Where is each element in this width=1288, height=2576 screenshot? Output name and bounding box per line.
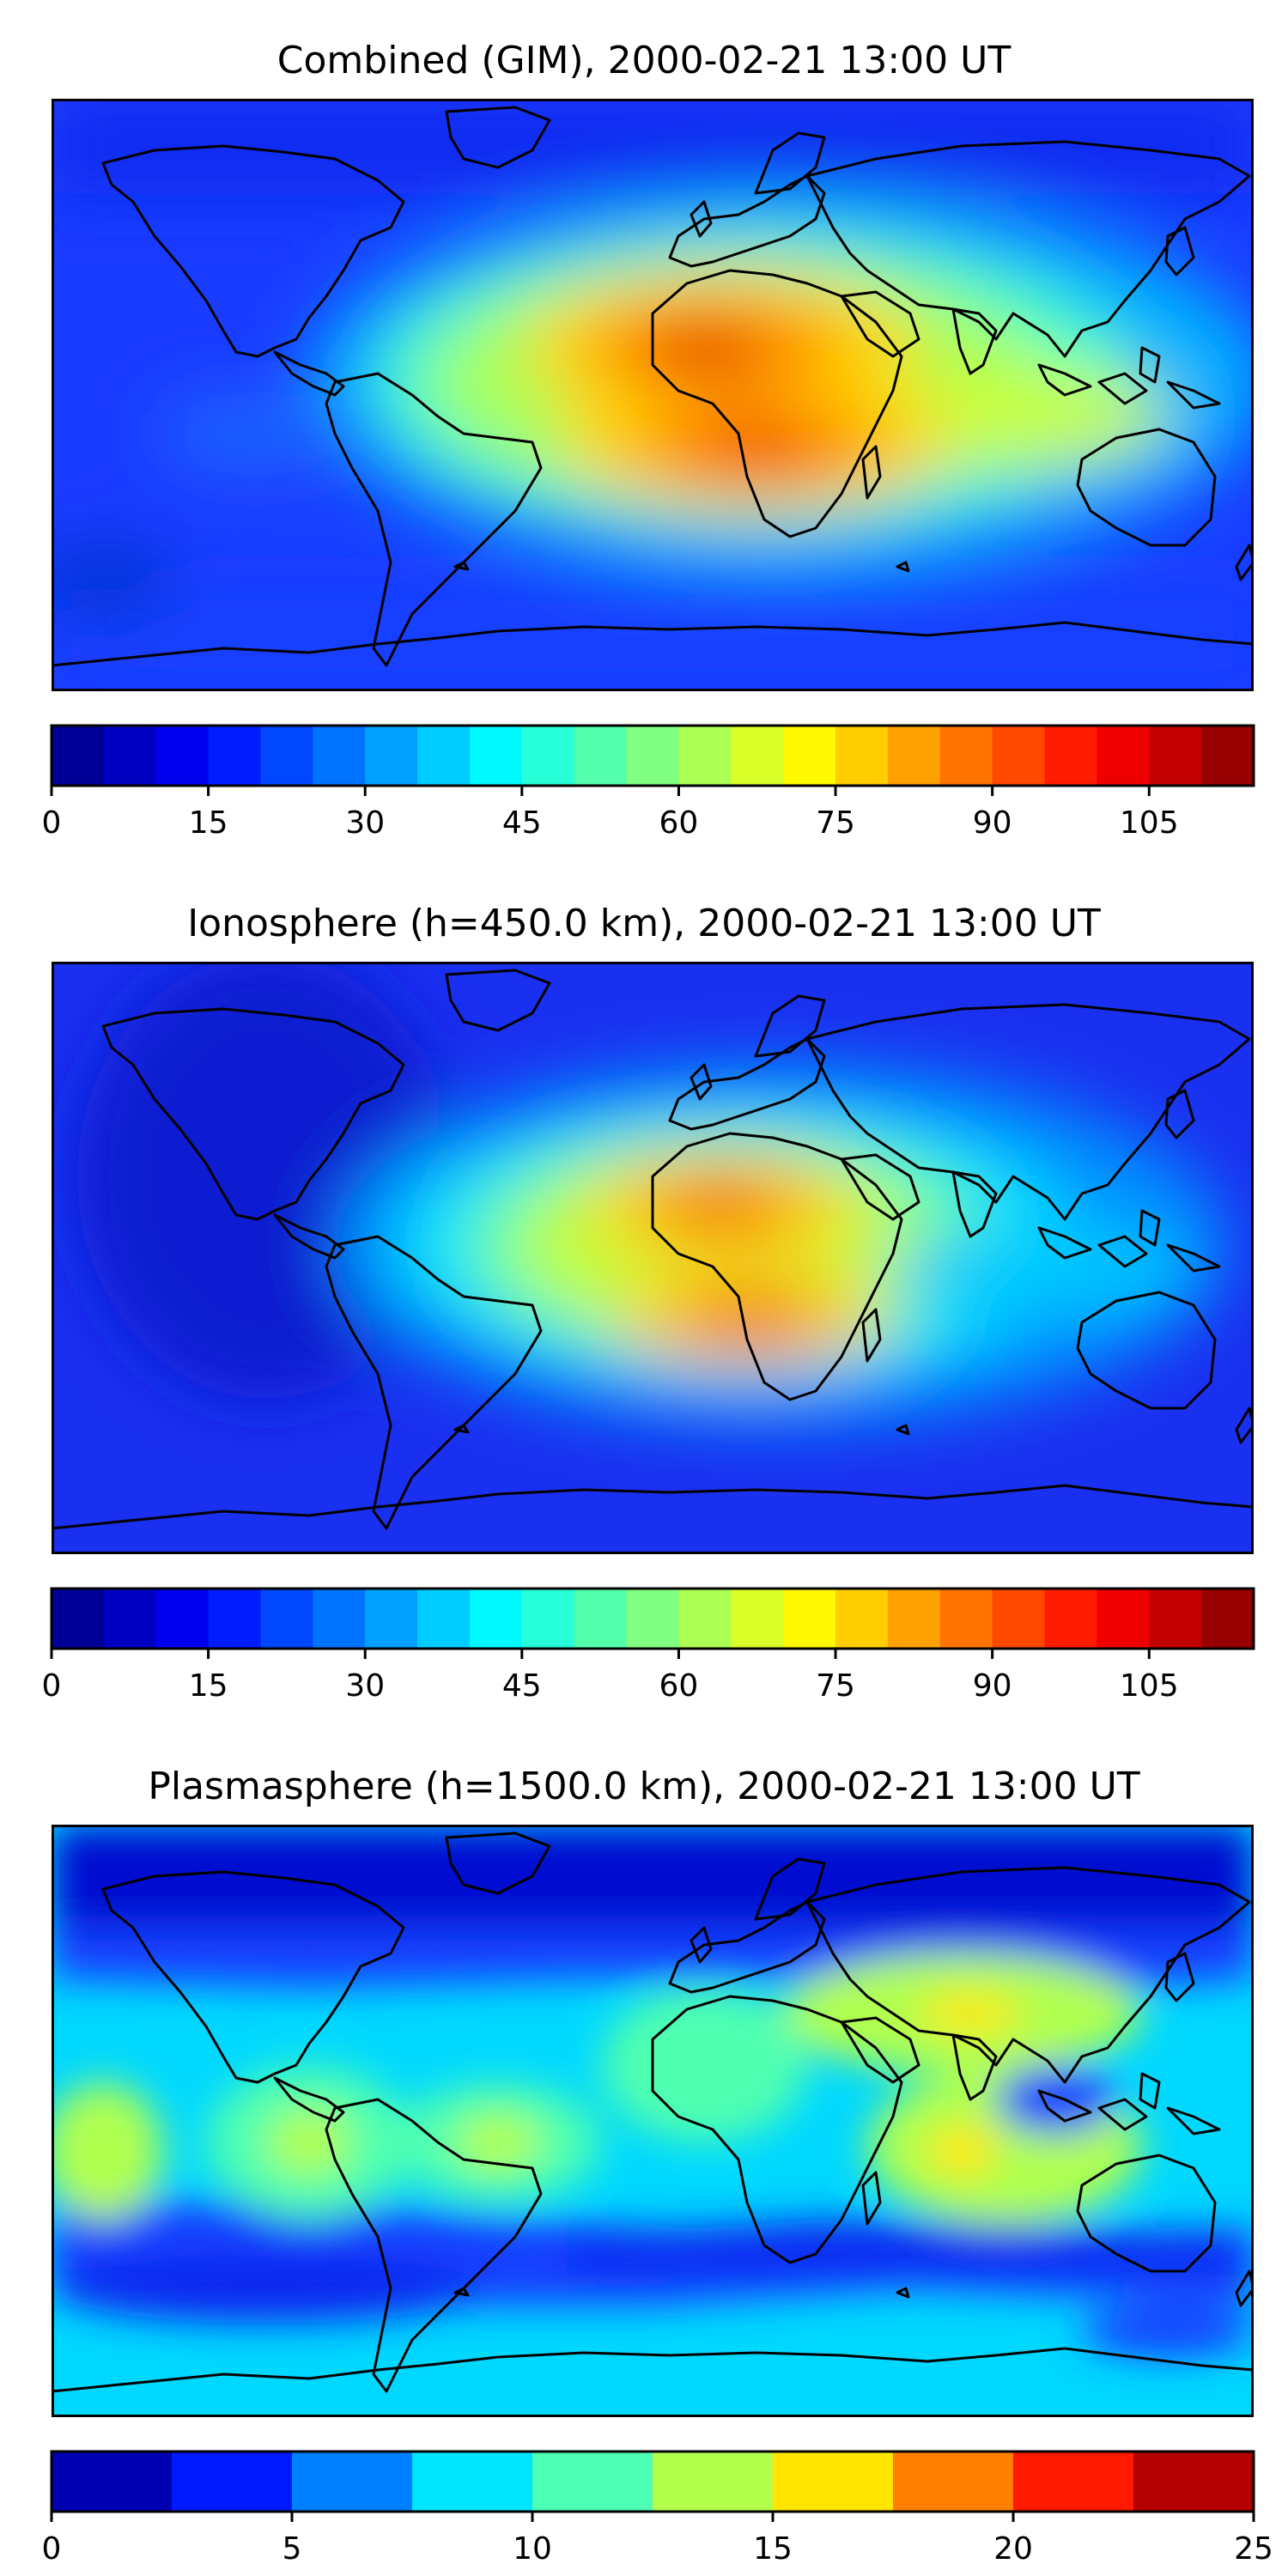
colorbar-segment <box>1201 726 1255 786</box>
colorbar-segment <box>155 1589 210 1649</box>
colorbar-segment <box>1133 2451 1255 2512</box>
colorbar-tick-label: 90 <box>973 805 1012 841</box>
colorbar-segment <box>731 1589 784 1649</box>
colorbar-segment <box>574 726 628 786</box>
colorbar-tick-label: 20 <box>993 2531 1033 2567</box>
colorbar-segment <box>626 1589 680 1649</box>
colorbar-combined: 0 15 30 45 60 75 90 105 <box>42 724 1255 841</box>
colorbar-segment <box>365 1589 418 1649</box>
colorbar-segment <box>469 726 523 786</box>
colorbar-segment <box>574 1589 628 1649</box>
colorbar-segment <box>1097 726 1150 786</box>
colorbar-segment <box>417 726 471 786</box>
colorbar-frame <box>50 724 1255 787</box>
colorbar-segment <box>1149 1589 1202 1649</box>
colorbar-segment <box>626 726 680 786</box>
colorbar-segment <box>835 1589 889 1649</box>
colorbar-segment <box>155 726 210 786</box>
colorbar-segment <box>260 1589 313 1649</box>
colorbar-segment <box>678 1589 732 1649</box>
colorbar-tick-label: 30 <box>345 1668 385 1704</box>
colorbar-segment <box>893 2451 1014 2512</box>
colorbar-segment <box>1097 1589 1150 1649</box>
colorbar-segment <box>835 726 889 786</box>
colorbar-tick-label: 5 <box>283 2531 302 2567</box>
map-ionosphere <box>52 962 1254 1554</box>
panel-title-combined: Combined (GIM), 2000-02-21 13:00 UT <box>277 39 1012 82</box>
colorbar-segment <box>52 2451 173 2512</box>
colorbar-segment <box>208 1589 262 1649</box>
colorbar-segment <box>208 726 262 786</box>
colorbar-segment <box>887 726 941 786</box>
colorbar-tick-label: 10 <box>513 2531 552 2567</box>
colorbar-segment <box>939 726 993 786</box>
colorbar-tick-label: 105 <box>1120 1668 1179 1704</box>
colorbar-segment <box>992 726 1046 786</box>
colorbar-tick-label: 15 <box>189 805 228 841</box>
colorbar-segment <box>412 2451 533 2512</box>
colorbar-tick-label: 25 <box>1234 2531 1273 2567</box>
colorbar-segment <box>731 726 784 786</box>
colorbar-segment <box>52 1589 105 1649</box>
colorbar-segment <box>1149 726 1202 786</box>
colorbar-frame <box>50 2450 1255 2513</box>
panel-title-plasmasphere: Plasmasphere (h=1500.0 km), 2000-02-21 1… <box>148 1765 1139 1808</box>
colorbar-segment <box>783 726 836 786</box>
colorbar-segment <box>172 2451 293 2512</box>
colorbar-segment <box>313 726 366 786</box>
colorbar-tick-label: 15 <box>189 1668 228 1704</box>
colorbar-tick-label: 90 <box>973 1668 1012 1704</box>
colorbar-tick-label: 60 <box>659 1668 699 1704</box>
colorbar-tick-label: 75 <box>816 1668 855 1704</box>
colorbar-tick-label: 0 <box>42 2531 62 2567</box>
colorbar-segment <box>469 1589 523 1649</box>
colorbar-tick-label: 75 <box>816 805 855 841</box>
colorbar-segment <box>1013 2451 1134 2512</box>
colorbar-segment <box>365 726 418 786</box>
colorbar-segment <box>292 2451 413 2512</box>
colorbar-tick-label: 60 <box>659 805 699 841</box>
colorbar-segment <box>1201 1589 1255 1649</box>
colorbar-segment <box>417 1589 471 1649</box>
colorbar-segment <box>52 726 105 786</box>
colorbar-segment <box>678 726 732 786</box>
colorbar-segment <box>783 1589 836 1649</box>
panel-title-ionosphere: Ionosphere (h=450.0 km), 2000-02-21 13:0… <box>187 902 1101 945</box>
colorbar-segment <box>521 726 575 786</box>
colorbar-tick-label: 0 <box>42 805 62 841</box>
colorbar-tick-label: 45 <box>502 805 542 841</box>
map-combined <box>52 99 1254 691</box>
colorbar-segment <box>532 2451 653 2512</box>
colorbar-segment <box>313 1589 366 1649</box>
colorbar-tick-label: 105 <box>1120 805 1179 841</box>
colorbar-segment <box>260 726 313 786</box>
colorbar-segment <box>103 1589 157 1649</box>
colorbar-tick-label: 45 <box>502 1668 542 1704</box>
colorbar-segment <box>992 1589 1046 1649</box>
colorbar-tick-label: 0 <box>42 1668 62 1704</box>
map-plasmasphere <box>52 1825 1254 2417</box>
colorbar-segment <box>939 1589 993 1649</box>
colorbar-segment <box>1044 726 1097 786</box>
colorbar-tick-label: 15 <box>753 2531 793 2567</box>
colorbar-segment <box>1044 1589 1097 1649</box>
colorbar-segment <box>521 1589 575 1649</box>
colorbar-segment <box>773 2451 894 2512</box>
colorbar-segment <box>103 726 157 786</box>
colorbar-frame <box>50 1587 1255 1650</box>
colorbar-segment <box>887 1589 941 1649</box>
colorbar-segment <box>653 2451 774 2512</box>
colorbar-plasmasphere: 0 5 10 15 20 25 <box>42 2450 1273 2567</box>
colorbar-ionosphere: 0 15 30 45 60 75 90 105 <box>42 1587 1255 1704</box>
colorbar-tick-label: 30 <box>345 805 385 841</box>
